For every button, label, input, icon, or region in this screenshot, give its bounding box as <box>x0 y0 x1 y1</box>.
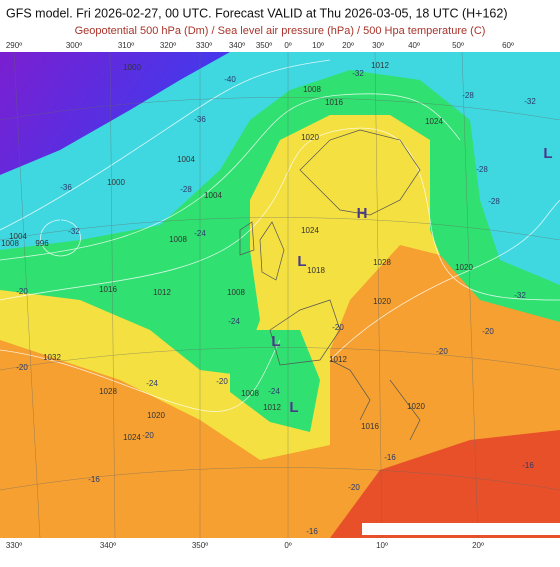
isobar-label: 1008 <box>303 85 321 94</box>
isobar-label: 1016 <box>361 422 379 431</box>
title: GFS model. Fri 2026-02-27, 00 UTC. Forec… <box>6 6 508 20</box>
green-trough <box>230 330 320 432</box>
pressure-center: L <box>289 399 298 416</box>
map: 1012100810161020102410041000100410081008… <box>0 52 560 538</box>
isobar-label: 1000 <box>123 63 141 72</box>
longitude-label: 320º <box>160 41 176 50</box>
isobar-label: 1028 <box>373 258 391 267</box>
isobar-label: 1016 <box>99 285 117 294</box>
isobars <box>0 59 560 412</box>
pressure-center: H <box>357 205 368 222</box>
isobar-label: 1024 <box>123 433 141 442</box>
subtitle: Geopotential 500 hPa (Dm) / Sea level ai… <box>75 25 486 37</box>
longitude-label: 330º <box>6 541 22 550</box>
temperature-label: -24 <box>146 379 158 388</box>
longitude-label: 50º <box>452 41 464 50</box>
longitude-label: 20º <box>342 41 354 50</box>
longitude-label: 20º <box>472 541 484 550</box>
isobar-label: 1012 <box>263 403 281 412</box>
isobar-label: 1020 <box>373 297 391 306</box>
longitude-label: 0º <box>284 541 291 550</box>
pressure-center: L <box>543 145 552 162</box>
temperature-label: -24 <box>228 317 240 326</box>
longitude-label: 290º <box>6 41 22 50</box>
temperature-label: -28 <box>462 91 474 100</box>
isobar-label: 1008 <box>169 235 187 244</box>
longitude-label: 10º <box>376 541 388 550</box>
isobar-label: 996 <box>35 239 49 248</box>
temperature-label: -24 <box>194 229 206 238</box>
isobar-label: 1028 <box>99 387 117 396</box>
temperature-label: -20 <box>436 347 448 356</box>
longitude-label: 40º <box>408 41 420 50</box>
temperature-label: -36 <box>194 115 206 124</box>
pressure-center: L <box>271 333 280 350</box>
isobar-label: 1012 <box>153 288 171 297</box>
isobar-label: 1020 <box>455 263 473 272</box>
isobar-label: 1012 <box>371 61 389 70</box>
temperature-label: -16 <box>306 527 318 536</box>
longitude-label: 350º <box>256 41 272 50</box>
isobar-label: 1008 <box>1 239 19 248</box>
temperature-label: -20 <box>332 323 344 332</box>
temperature-label: -28 <box>180 185 192 194</box>
graticule <box>0 52 560 538</box>
pressure-center: L <box>297 253 306 270</box>
temperature-label: -28 <box>476 165 488 174</box>
isobar-label: 1020 <box>301 133 319 142</box>
isobar-label: 1032 <box>43 353 61 362</box>
temperature-label: -20 <box>16 363 28 372</box>
temperature-label: -16 <box>88 475 100 484</box>
temperature-label: -36 <box>60 183 72 192</box>
temperature-label: -20 <box>348 483 360 492</box>
longitude-label: 30º <box>372 41 384 50</box>
isobar-label: 1004 <box>9 232 27 241</box>
temperature-label: -24 <box>268 387 280 396</box>
longitude-label: 10º <box>312 41 324 50</box>
longitude-label: 60º <box>502 41 514 50</box>
isobar-label: 1004 <box>177 155 195 164</box>
temperature-label: -40 <box>224 75 236 84</box>
isobar-label: 1020 <box>407 402 425 411</box>
temperature-label: -16 <box>522 461 534 470</box>
longitude-label: 340º <box>100 541 116 550</box>
temperature-label: -16 <box>384 453 396 462</box>
longitude-label: 300º <box>66 41 82 50</box>
longitude-label: 0º <box>284 41 291 50</box>
credit-box <box>362 523 560 535</box>
longitude-label: 340º <box>229 41 245 50</box>
isobar-label: 1020 <box>147 411 165 420</box>
isobar-label: 1008 <box>241 389 259 398</box>
isobar-label: 1024 <box>301 226 319 235</box>
temperature-label: -32 <box>68 227 80 236</box>
isobar-label: 1004 <box>204 191 222 200</box>
temperature-label: -20 <box>216 377 228 386</box>
coastlines <box>239 129 421 441</box>
temperature-label: -32 <box>352 69 364 78</box>
isobar-label: 1000 <box>107 178 125 187</box>
red-field <box>330 430 560 538</box>
isobar-label: 1024 <box>425 117 443 126</box>
temperature-label: -32 <box>514 291 526 300</box>
isobar-label: 1008 <box>227 288 245 297</box>
temperature-label: -28 <box>488 197 500 206</box>
isobar-label: 1018 <box>307 266 325 275</box>
longitude-label: 310º <box>118 41 134 50</box>
longitude-label: 350º <box>192 541 208 550</box>
temperature-label: -20 <box>142 431 154 440</box>
temperature-label: -20 <box>482 327 494 336</box>
temperature-label: -32 <box>524 97 536 106</box>
isobar-label: 1016 <box>325 98 343 107</box>
longitude-label: 330º <box>196 41 212 50</box>
temperature-label: -20 <box>16 287 28 296</box>
isobar-label: 1012 <box>329 355 347 364</box>
